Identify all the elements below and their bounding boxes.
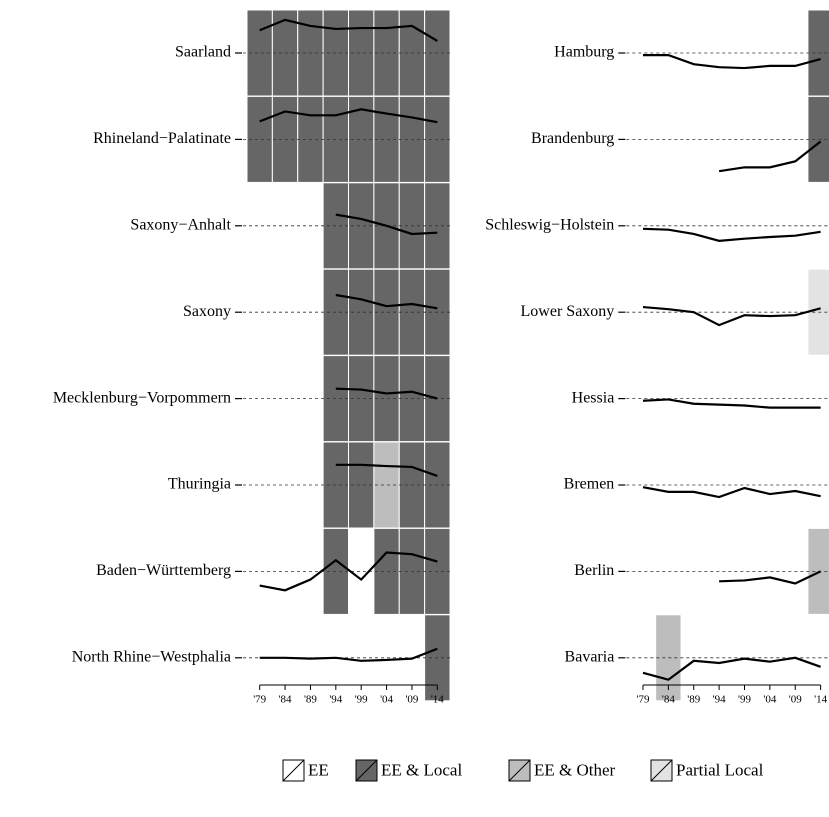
line: [642, 227, 821, 242]
y-tick-label: Hamburg: [554, 44, 614, 61]
line: [642, 54, 821, 70]
y-tick-label: Saarland: [175, 44, 231, 61]
legend-diagonal: [508, 759, 531, 782]
y-tick-label: Berlin: [574, 562, 614, 579]
line: [642, 486, 821, 499]
line: [642, 305, 821, 327]
y-tick-label: Bremen: [564, 476, 615, 493]
x-tick-label: '99: [738, 694, 751, 706]
y-tick-label: North Rhine−Westphalia: [72, 648, 231, 665]
line: [335, 213, 438, 236]
x-tick-label: '99: [355, 694, 368, 706]
y-tick-label: Rhineland−Palatinate: [93, 130, 231, 147]
legend-label: Partial Local: [676, 760, 764, 779]
legend-diagonal: [282, 759, 305, 782]
line: [335, 293, 438, 310]
line: [642, 656, 821, 681]
y-tick-label: Saxony: [183, 303, 231, 320]
y-tick-label: Mecklenburg−Vorpommern: [53, 389, 231, 406]
x-tick-label: '84: [279, 694, 292, 706]
line: [259, 551, 438, 592]
x-tick-label: '84: [662, 694, 675, 706]
x-tick-label: '79: [636, 694, 649, 706]
x-tick-label: '89: [687, 694, 700, 706]
x-tick-label: '14: [431, 694, 444, 706]
legend-diagonal: [355, 759, 378, 782]
line: [718, 140, 822, 173]
y-tick-label: Saxony−Anhalt: [130, 216, 231, 233]
x-tick-label: '79: [253, 694, 266, 706]
line: [335, 387, 438, 400]
legend-label: EE & Other: [534, 760, 616, 779]
line: [259, 108, 438, 124]
legend-label: EE: [308, 760, 329, 779]
x-tick-label: '94: [329, 694, 342, 706]
x-tick-label: '09: [789, 694, 802, 706]
x-tick-label: '14: [814, 694, 827, 706]
y-tick-label: Baden−Württemberg: [96, 562, 231, 579]
y-tick-label: Thuringia: [168, 476, 231, 493]
line: [259, 647, 438, 662]
y-tick-label: Brandenburg: [531, 130, 614, 147]
line: [335, 463, 438, 478]
line: [642, 398, 821, 409]
y-tick-label: Hessia: [572, 389, 615, 406]
line: [259, 18, 438, 42]
y-tick-label: Bavaria: [565, 648, 615, 665]
x-tick-label: '94: [713, 694, 726, 706]
x-tick-label: '89: [304, 694, 317, 706]
legend-diagonal: [650, 759, 673, 782]
x-tick-label: '09: [405, 694, 418, 706]
y-tick-label: Lower Saxony: [521, 303, 615, 320]
x-tick-label: '04: [763, 694, 776, 706]
x-tick-label: '04: [380, 694, 393, 706]
legend-label: EE & Local: [381, 760, 462, 779]
y-tick-label: Schleswig−Holstein: [485, 216, 614, 233]
line: [719, 570, 822, 585]
